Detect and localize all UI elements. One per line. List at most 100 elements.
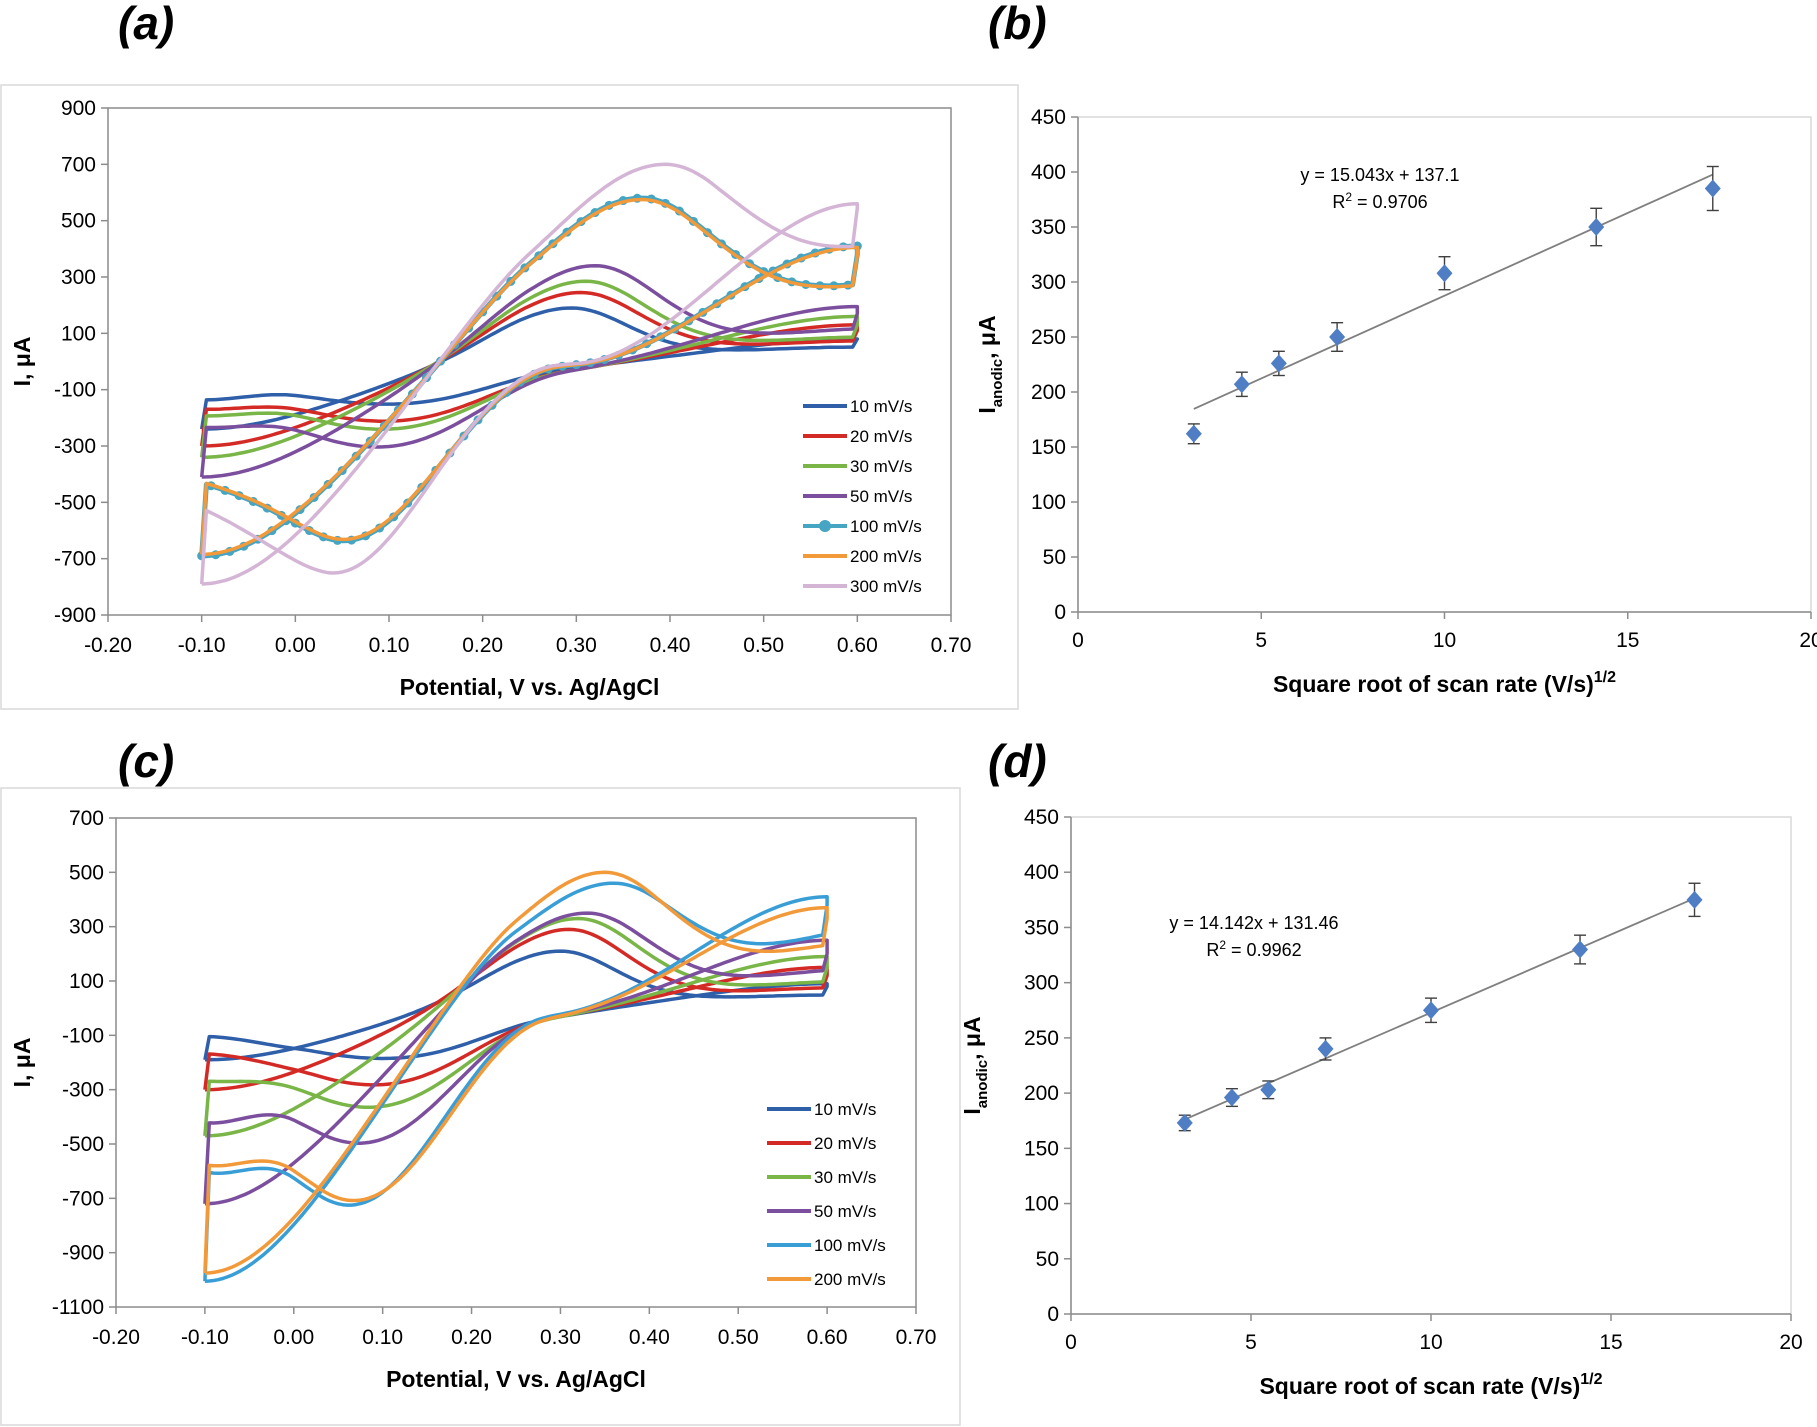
y-tick-label: -100 xyxy=(54,379,96,402)
data-point xyxy=(1176,1113,1193,1132)
trendline-equation: y = 14.142x + 131.46 xyxy=(1169,913,1338,933)
trendline xyxy=(1193,173,1714,410)
x-tick-label: -0.20 xyxy=(84,634,132,657)
legend-label: 300 mV/s xyxy=(850,577,922,596)
plot-area xyxy=(1070,816,1792,1315)
x-tick-label: 0.00 xyxy=(273,1326,314,1349)
x-axis-title-superscript: 1/2 xyxy=(1580,1371,1602,1388)
data-point xyxy=(1704,179,1721,198)
legend-label: 50 mV/s xyxy=(814,1202,876,1221)
plot-area xyxy=(1077,116,1812,613)
x-axis-title: Square root of scan rate (V/s)1/2 xyxy=(1273,669,1616,697)
y-tick-label: 700 xyxy=(69,807,104,830)
x-axis-title: Square root of scan rate (V/s)1/2 xyxy=(1259,1371,1602,1399)
series-line xyxy=(203,881,829,1283)
r-squared-value: = 0.9962 xyxy=(1226,940,1302,960)
x-axis-title-main: Square root of scan rate (V/s) xyxy=(1259,1373,1580,1399)
x-tick-label: 15 xyxy=(1599,1331,1622,1354)
data-point xyxy=(1260,1080,1277,1099)
y-tick-label: 450 xyxy=(1031,106,1066,129)
chart-frame xyxy=(0,84,1019,710)
series-line xyxy=(203,949,829,1062)
series-line xyxy=(203,870,829,1275)
y-tick-label: 100 xyxy=(61,322,96,345)
y-tick-label: 150 xyxy=(1024,1137,1059,1160)
y-tick-label: 500 xyxy=(61,210,96,233)
y-tick-label: 400 xyxy=(1031,161,1066,184)
legend-label: 200 mV/s xyxy=(814,1270,886,1289)
cv-chart-a: -900 -700 -500 -300 -100 100 300 500 700 900 -0.20… xyxy=(0,84,1019,710)
legend-label: 30 mV/s xyxy=(850,457,912,476)
x-tick-label: -0.20 xyxy=(92,1326,140,1349)
y-tick-label: 200 xyxy=(1031,381,1066,404)
x-tick-label: 0.70 xyxy=(931,634,972,657)
x-tick-label: -0.10 xyxy=(181,1326,229,1349)
chart-frame xyxy=(0,787,961,1426)
x-tick-label: 0.40 xyxy=(629,1326,670,1349)
y-tick-label: -300 xyxy=(54,435,96,458)
y-tick-label: 300 xyxy=(61,266,96,289)
y-tick-label: 200 xyxy=(1024,1082,1059,1105)
data-point xyxy=(1588,218,1605,236)
data-point xyxy=(1233,375,1250,394)
series-line xyxy=(199,279,860,460)
y-tick-label: 300 xyxy=(69,916,104,939)
legend-label: 10 mV/s xyxy=(814,1100,876,1119)
x-tick-label: 0.10 xyxy=(362,1326,403,1349)
legend-label: 20 mV/s xyxy=(814,1134,876,1153)
data-point xyxy=(1270,354,1287,373)
scatter-chart-b: 0 50 100 150 200 250 300 350 400 450 0 5 10 15 20 Squar… xyxy=(975,106,1817,697)
x-axis-title-main: Square root of scan rate (V/s) xyxy=(1273,671,1594,697)
x-tick-label: 10 xyxy=(1433,629,1456,652)
x-tick-label: 0.00 xyxy=(275,634,316,657)
y-tick-label: 0 xyxy=(1047,1303,1059,1326)
data-point xyxy=(1436,264,1453,283)
x-tick-label: 0.70 xyxy=(896,1326,937,1349)
legend-label: 50 mV/s xyxy=(850,487,912,506)
legend-label: 10 mV/s xyxy=(850,397,912,416)
y-axis-title-unit: , μA xyxy=(975,315,1000,358)
x-axis-title-superscript: 1/2 xyxy=(1594,669,1616,686)
r-squared-value: = 0.9706 xyxy=(1352,192,1428,212)
y-tick-label: 900 xyxy=(61,97,96,120)
data-point xyxy=(1686,890,1703,909)
r-squared-exponent: 2 xyxy=(1345,190,1352,204)
x-tick-label: 5 xyxy=(1255,629,1267,652)
y-tick-label: -700 xyxy=(62,1187,104,1210)
y-tick-label: 300 xyxy=(1024,972,1059,995)
y-tick-label: -900 xyxy=(62,1242,104,1265)
y-tick-label: 150 xyxy=(1031,436,1066,459)
legend-label: 100 mV/s xyxy=(850,517,922,536)
panel-label-d: (d) xyxy=(988,735,1047,787)
data-point xyxy=(1317,1039,1334,1058)
r-squared-symbol: R xyxy=(1206,940,1219,960)
plot-area xyxy=(115,817,917,1308)
x-tick-label: 0 xyxy=(1072,629,1084,652)
y-axis-title: Ianodic, μA xyxy=(975,315,1006,413)
y-tick-label: 350 xyxy=(1024,916,1059,939)
y-tick-label: 50 xyxy=(1036,1248,1059,1271)
y-tick-label: -900 xyxy=(54,604,96,627)
x-tick-label: 0.60 xyxy=(837,634,878,657)
panel-label-b: (b) xyxy=(988,0,1047,49)
legend-label: 20 mV/s xyxy=(850,427,912,446)
r-squared-exponent: 2 xyxy=(1219,938,1226,952)
y-axis-title-subscript: anodic xyxy=(974,1060,991,1108)
y-tick-label: 300 xyxy=(1031,271,1066,294)
y-tick-label: 250 xyxy=(1031,326,1066,349)
x-tick-label: -0.10 xyxy=(178,634,226,657)
x-tick-label: 0.20 xyxy=(451,1326,492,1349)
x-tick-label: 0.30 xyxy=(540,1326,581,1349)
y-tick-label: 450 xyxy=(1024,806,1059,829)
y-tick-label: -700 xyxy=(54,548,96,571)
y-tick-label: 500 xyxy=(69,861,104,884)
x-tick-label: 0.50 xyxy=(743,634,784,657)
plot-area xyxy=(107,107,952,616)
x-tick-label: 0.40 xyxy=(650,634,691,657)
panel-label-a: (a) xyxy=(118,0,175,49)
data-point xyxy=(1572,940,1589,959)
y-tick-label: 100 xyxy=(1031,491,1066,514)
trendline-equation: y = 15.043x + 137.1 xyxy=(1300,165,1459,185)
y-tick-label: 100 xyxy=(69,970,104,993)
x-tick-label: 10 xyxy=(1419,1331,1442,1354)
